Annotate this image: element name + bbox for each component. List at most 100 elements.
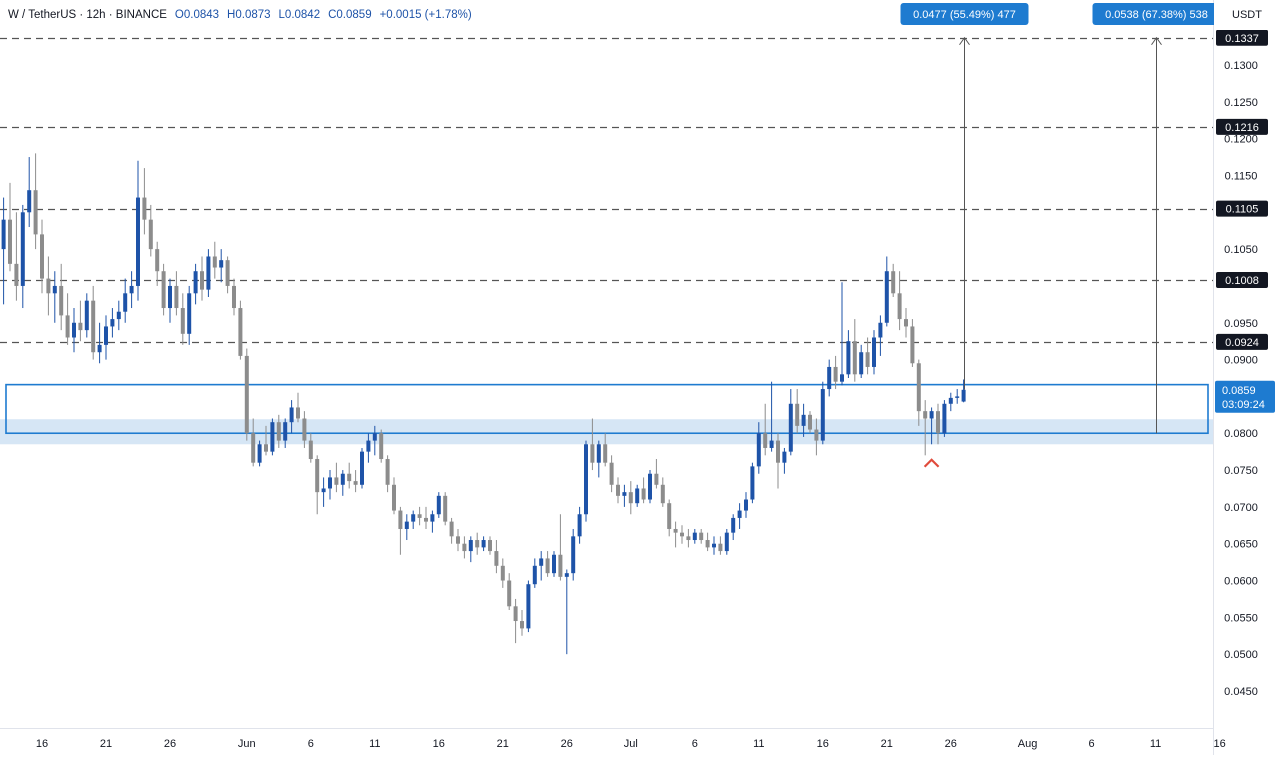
- candle[interactable]: [916, 359, 921, 426]
- measure-label[interactable]: 0.0477 (55.49%) 477: [900, 3, 1029, 25]
- candle[interactable]: [622, 484, 627, 507]
- candle[interactable]: [878, 315, 883, 356]
- candle[interactable]: [392, 477, 396, 515]
- candle[interactable]: [584, 440, 588, 522]
- candle[interactable]: [641, 477, 646, 504]
- candle[interactable]: [116, 300, 121, 331]
- candle[interactable]: [865, 337, 870, 375]
- candle[interactable]: [558, 514, 563, 581]
- candle[interactable]: [174, 271, 179, 316]
- candle[interactable]: [712, 536, 716, 555]
- candle[interactable]: [616, 477, 620, 504]
- candle[interactable]: [936, 403, 940, 445]
- candle[interactable]: [238, 300, 243, 360]
- candle[interactable]: [820, 381, 825, 445]
- candle[interactable]: [603, 433, 608, 467]
- candle[interactable]: [430, 510, 435, 533]
- price-axis[interactable]: 0.1300 0.1250 0.1200 0.1150 0.1050 0.0950 0.09…: [1224, 60, 1258, 698]
- candle[interactable]: [654, 459, 659, 489]
- candle[interactable]: [78, 300, 83, 342]
- candle[interactable]: [385, 455, 390, 493]
- candle[interactable]: [596, 440, 601, 478]
- candle[interactable]: [193, 263, 198, 305]
- candle[interactable]: [660, 477, 665, 507]
- candle[interactable]: [257, 440, 262, 467]
- candle[interactable]: [705, 532, 710, 552]
- candle[interactable]: [468, 536, 473, 563]
- candle[interactable]: [347, 462, 352, 489]
- candle[interactable]: [737, 503, 742, 529]
- candle[interactable]: [52, 271, 57, 323]
- current-price-label[interactable]: 0.0859 03:09:24: [1215, 380, 1275, 413]
- candle[interactable]: [456, 528, 460, 552]
- candle[interactable]: [155, 241, 160, 286]
- candle[interactable]: [609, 455, 614, 493]
- candle[interactable]: [942, 400, 947, 437]
- candle[interactable]: [8, 182, 12, 272]
- candle[interactable]: [744, 492, 748, 518]
- candle[interactable]: [750, 462, 755, 504]
- candle[interactable]: [270, 418, 275, 456]
- candle[interactable]: [366, 433, 371, 463]
- candle[interactable]: [443, 492, 448, 526]
- candle[interactable]: [564, 569, 569, 655]
- candle[interactable]: [449, 517, 454, 544]
- candle[interactable]: [507, 573, 512, 610]
- candle[interactable]: [929, 407, 934, 445]
- candle[interactable]: [500, 558, 505, 588]
- candle[interactable]: [840, 282, 844, 386]
- candle[interactable]: [852, 319, 857, 382]
- candle[interactable]: [283, 418, 288, 448]
- candle[interactable]: [264, 425, 268, 456]
- candle[interactable]: [814, 418, 819, 456]
- candle[interactable]: [372, 425, 377, 456]
- candle[interactable]: [897, 271, 902, 331]
- candle[interactable]: [520, 609, 524, 636]
- candle[interactable]: [488, 536, 492, 555]
- candle[interactable]: [91, 285, 96, 360]
- candle[interactable]: [910, 319, 915, 367]
- candle[interactable]: [244, 348, 249, 441]
- candle[interactable]: [788, 389, 793, 456]
- candle[interactable]: [424, 506, 428, 529]
- candle[interactable]: [571, 528, 576, 581]
- zone-rectangle[interactable]: [5, 383, 1209, 435]
- candle[interactable]: [232, 278, 236, 316]
- candle[interactable]: [404, 514, 409, 541]
- candle[interactable]: [590, 418, 595, 471]
- candle[interactable]: [532, 558, 537, 588]
- candle[interactable]: [33, 153, 38, 250]
- candle[interactable]: [904, 308, 908, 338]
- candle[interactable]: [680, 525, 684, 544]
- candle[interactable]: [334, 462, 339, 493]
- candle[interactable]: [136, 160, 140, 301]
- candle[interactable]: [948, 392, 953, 412]
- candle[interactable]: [14, 212, 19, 301]
- candle[interactable]: [161, 263, 166, 316]
- candle[interactable]: [923, 400, 928, 456]
- candle[interactable]: [296, 392, 300, 423]
- candle[interactable]: [718, 536, 723, 555]
- candle[interactable]: [494, 540, 499, 574]
- candle[interactable]: [276, 414, 281, 448]
- candle[interactable]: [526, 580, 531, 633]
- candle[interactable]: [27, 157, 32, 228]
- candle[interactable]: [699, 528, 704, 544]
- candle[interactable]: [955, 389, 960, 404]
- candle[interactable]: [417, 506, 422, 526]
- candle[interactable]: [200, 256, 204, 301]
- candle[interactable]: [673, 521, 678, 548]
- candle[interactable]: [481, 536, 486, 552]
- candle[interactable]: [891, 263, 896, 297]
- candle[interactable]: [686, 528, 691, 548]
- candle[interactable]: [104, 315, 108, 360]
- candle[interactable]: [667, 499, 672, 537]
- candle[interactable]: [782, 447, 787, 474]
- candle[interactable]: [628, 481, 633, 515]
- currency-unit-button[interactable]: USDT: [1214, 0, 1280, 30]
- candle[interactable]: [46, 256, 51, 316]
- candle[interactable]: [168, 278, 172, 323]
- candle[interactable]: [110, 308, 115, 338]
